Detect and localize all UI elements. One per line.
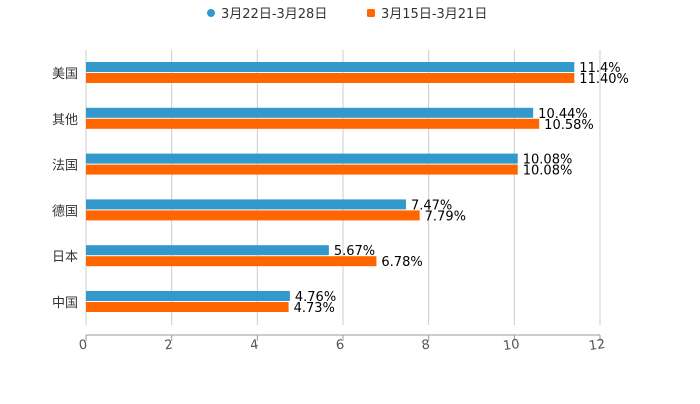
bar-series-2 bbox=[86, 302, 289, 312]
legend-label: 3月15日-3月21日 bbox=[381, 7, 487, 22]
bar-series-1 bbox=[86, 153, 518, 164]
category-label: 法国 bbox=[52, 159, 78, 174]
legend-marker-square bbox=[367, 9, 375, 17]
bar-series-2 bbox=[86, 73, 575, 83]
bar-series-2 bbox=[86, 256, 377, 267]
data-label: 10.58% bbox=[544, 118, 594, 133]
data-label: 11.4% bbox=[579, 61, 620, 76]
data-label: 6.78% bbox=[381, 255, 422, 270]
bar-series-2 bbox=[86, 118, 540, 129]
legend-marker-circle bbox=[207, 9, 215, 17]
category-label: 中国 bbox=[52, 296, 78, 311]
x-tick-label: 10 bbox=[502, 337, 520, 354]
bar-series-2 bbox=[86, 210, 420, 221]
x-tick-label: 2 bbox=[164, 337, 174, 353]
x-tick-label: 8 bbox=[421, 337, 431, 353]
data-label: 11.40% bbox=[579, 72, 629, 87]
category-label: 德国 bbox=[52, 204, 78, 219]
data-label: 10.44% bbox=[538, 107, 588, 122]
data-label: 10.08% bbox=[523, 153, 573, 168]
category-label: 美国 bbox=[52, 67, 78, 82]
data-label: 10.08% bbox=[523, 164, 573, 179]
data-label: 4.73% bbox=[294, 301, 335, 316]
x-tick-label: 0 bbox=[78, 337, 88, 353]
legend-label: 3月22日-3月28日 bbox=[221, 7, 327, 22]
data-label: 7.47% bbox=[411, 198, 452, 213]
category-label: 日本 bbox=[52, 250, 78, 265]
x-tick-label: 4 bbox=[249, 337, 259, 353]
bar-series-1 bbox=[86, 291, 290, 301]
data-label: 7.79% bbox=[425, 209, 466, 224]
bar-series-1 bbox=[86, 199, 406, 210]
x-tick-label: 6 bbox=[335, 337, 345, 353]
x-tick-label: 12 bbox=[588, 337, 606, 354]
data-label: 5.67% bbox=[334, 244, 375, 259]
category-label: 其他 bbox=[52, 113, 78, 128]
bar-series-1 bbox=[86, 62, 575, 72]
bar-series-2 bbox=[86, 164, 518, 175]
data-label: 4.76% bbox=[295, 290, 336, 305]
bar-series-1 bbox=[86, 245, 329, 256]
bar-series-1 bbox=[86, 107, 534, 118]
